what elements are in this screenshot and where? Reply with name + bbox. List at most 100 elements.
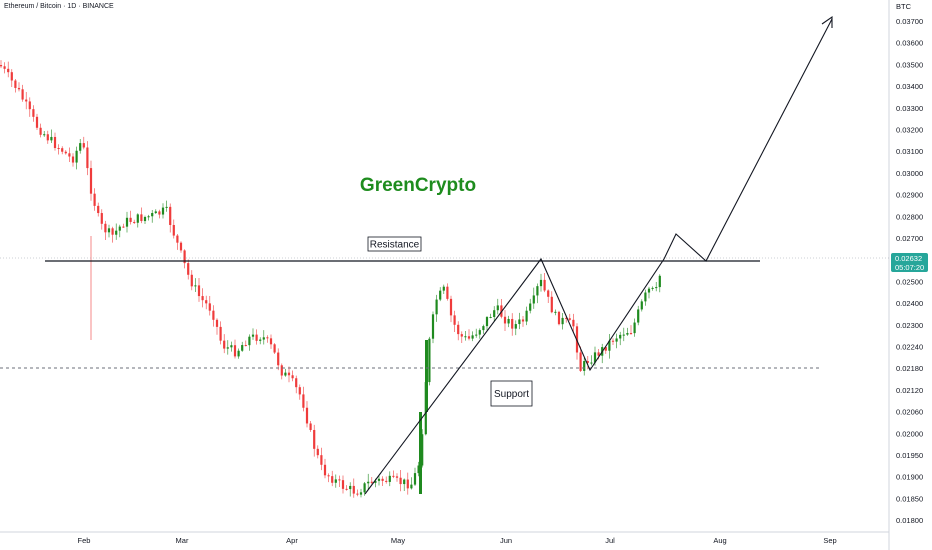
candle-up bbox=[525, 310, 528, 322]
candle-up bbox=[554, 311, 557, 313]
candle-up bbox=[644, 292, 647, 302]
candle-down bbox=[572, 319, 575, 327]
candle-down bbox=[7, 68, 10, 73]
candle-down bbox=[467, 336, 471, 339]
candle-down bbox=[302, 394, 305, 408]
candle-down bbox=[305, 407, 309, 424]
candle-down bbox=[280, 365, 283, 376]
candle-up bbox=[475, 334, 478, 336]
candle-up bbox=[143, 217, 147, 222]
candle-down bbox=[197, 285, 201, 297]
y-tick-label: 0.03000 bbox=[896, 169, 923, 178]
y-tick-label: 0.02060 bbox=[896, 408, 923, 417]
candle-up bbox=[615, 338, 618, 342]
candle-up bbox=[262, 337, 265, 340]
candle-up bbox=[349, 485, 352, 490]
candle-down bbox=[97, 205, 100, 214]
candle-up bbox=[75, 150, 78, 163]
candle-down bbox=[71, 156, 75, 163]
candle-down bbox=[10, 72, 13, 81]
candle-down bbox=[32, 109, 35, 117]
candle-down bbox=[169, 206, 172, 225]
y-tick-label: 0.02120 bbox=[896, 386, 923, 395]
candle-down bbox=[61, 148, 64, 152]
candles bbox=[0, 60, 661, 498]
y-tick-label: 0.03700 bbox=[896, 17, 923, 26]
y-tick-label: 0.03600 bbox=[896, 39, 923, 48]
candle-up bbox=[439, 290, 442, 300]
candle-up bbox=[464, 336, 467, 338]
candle-down bbox=[93, 193, 96, 206]
candle-up bbox=[363, 483, 366, 493]
y-tick-label: 0.03100 bbox=[896, 147, 923, 156]
candle-down bbox=[183, 250, 186, 264]
candle-up bbox=[529, 303, 532, 311]
candle-up bbox=[334, 479, 337, 483]
candle-up bbox=[115, 230, 118, 235]
candle-down bbox=[25, 99, 28, 102]
candle-down bbox=[287, 372, 291, 376]
candle-down bbox=[547, 290, 550, 297]
candle-up bbox=[651, 287, 654, 289]
candle-up bbox=[532, 295, 535, 304]
candle-down bbox=[449, 298, 453, 316]
candle-down bbox=[172, 224, 175, 236]
candle-up bbox=[165, 206, 168, 208]
candle-up bbox=[388, 475, 391, 482]
candle-down bbox=[0, 65, 3, 67]
candle-down bbox=[557, 311, 561, 325]
candle-up bbox=[410, 484, 413, 489]
candle-down bbox=[68, 153, 71, 157]
candle-down bbox=[104, 223, 107, 233]
candle-up bbox=[226, 347, 229, 349]
projection-path[interactable] bbox=[364, 18, 833, 495]
candle-up bbox=[43, 134, 46, 136]
candle-up bbox=[658, 275, 661, 288]
y-tick-label: 0.01850 bbox=[896, 494, 923, 503]
candle-down bbox=[338, 479, 341, 481]
resistance-label: Resistance bbox=[370, 240, 420, 251]
candle-up bbox=[417, 465, 420, 474]
candle-down bbox=[205, 300, 208, 304]
candle-down bbox=[511, 318, 514, 329]
candle-up bbox=[561, 317, 564, 325]
candle-up bbox=[151, 213, 154, 217]
brand-watermark: GreenCrypto bbox=[360, 175, 476, 196]
candle-up bbox=[413, 473, 417, 485]
candle-down bbox=[266, 337, 269, 339]
candle-breakout bbox=[419, 412, 422, 494]
candle-down bbox=[187, 263, 190, 275]
candle-down bbox=[14, 80, 17, 88]
candle-down bbox=[219, 326, 222, 341]
candle-down bbox=[269, 338, 273, 345]
y-tick-label: 0.03500 bbox=[896, 60, 923, 69]
candle-up bbox=[442, 286, 445, 291]
candle-up bbox=[118, 226, 121, 231]
candle-down bbox=[86, 147, 89, 169]
candle-down bbox=[35, 116, 39, 128]
candle-down bbox=[111, 228, 114, 235]
candle-up bbox=[626, 333, 629, 335]
candle-up bbox=[507, 318, 510, 324]
support-label-box bbox=[490, 380, 533, 407]
projection-arrowhead bbox=[821, 15, 833, 28]
candle-down bbox=[356, 493, 359, 495]
candle-down bbox=[129, 217, 132, 222]
candle-up bbox=[377, 478, 381, 481]
candle-down bbox=[550, 296, 553, 313]
candle-up bbox=[655, 287, 658, 289]
candle-up bbox=[485, 317, 489, 327]
candle-up bbox=[107, 228, 111, 233]
candle-up bbox=[536, 286, 539, 296]
candle-up bbox=[241, 345, 244, 351]
candle-up bbox=[622, 334, 625, 336]
y-tick-label: 0.02900 bbox=[896, 191, 923, 200]
candle-up bbox=[248, 336, 251, 346]
candle-down bbox=[46, 134, 49, 141]
y-tick-label: 0.02500 bbox=[896, 277, 923, 286]
candle-down bbox=[53, 136, 57, 149]
x-axis: Feb Mar Apr May Jun Jul Aug Sep bbox=[78, 536, 837, 545]
candle-up bbox=[514, 324, 517, 329]
y-tick-label: 0.02180 bbox=[896, 364, 923, 373]
